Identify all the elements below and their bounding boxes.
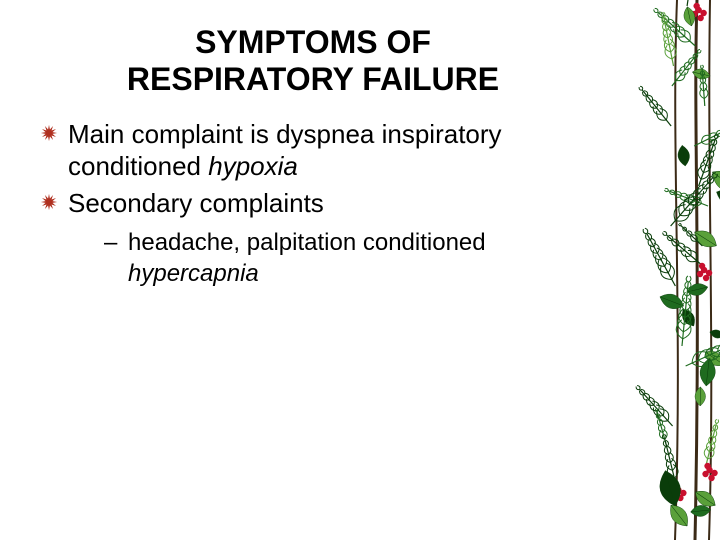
foliage-decoration bbox=[605, 0, 720, 540]
main-bullet-list: Main complaint is dyspnea inspiratory co… bbox=[36, 118, 590, 290]
slide-title: SYMPTOMS OF RESPIRATORY FAILURE bbox=[36, 24, 590, 98]
title-line1: SYMPTOMS OF bbox=[195, 24, 431, 60]
starburst-icon bbox=[40, 124, 58, 142]
bullet-item: Main complaint is dyspnea inspiratory co… bbox=[40, 118, 590, 183]
bullet-italic: hypoxia bbox=[208, 151, 298, 181]
sub-bullet-text: headache, palpitation conditioned bbox=[128, 229, 486, 256]
starburst-icon bbox=[40, 193, 58, 211]
bullet-item: Secondary complaints headache, palpitati… bbox=[40, 187, 590, 290]
bullet-text: Secondary complaints bbox=[68, 188, 324, 218]
sub-bullet-item: headache, palpitation conditioned hyperc… bbox=[104, 227, 590, 289]
sub-bullet-list: headache, palpitation conditioned hyperc… bbox=[68, 227, 590, 289]
slide-container: SYMPTOMS OF RESPIRATORY FAILURE Main com… bbox=[0, 0, 720, 540]
title-line2: RESPIRATORY FAILURE bbox=[127, 61, 499, 97]
sub-bullet-italic: hypercapnia bbox=[128, 260, 259, 287]
